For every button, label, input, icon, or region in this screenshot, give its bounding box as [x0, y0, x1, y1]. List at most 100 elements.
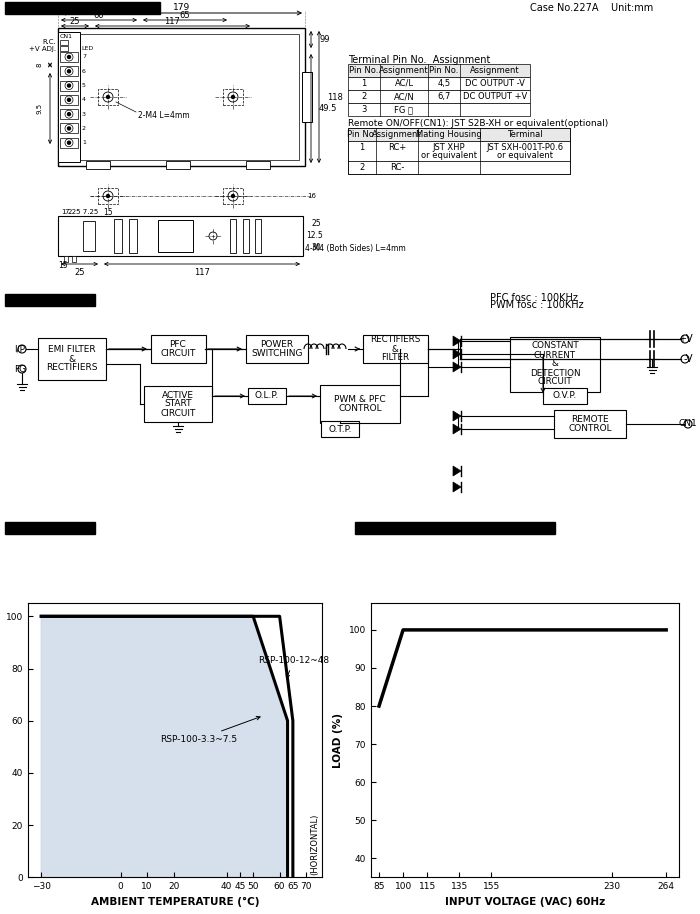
Text: 99: 99	[319, 35, 330, 44]
Text: Assignment: Assignment	[470, 66, 520, 75]
Bar	[60, 138, 78, 148]
Text: FG ⏚: FG ⏚	[395, 105, 414, 114]
Bar	[60, 109, 78, 119]
Text: 2: 2	[361, 92, 367, 101]
Text: or equivalent: or equivalent	[421, 152, 477, 161]
Text: 117: 117	[164, 17, 181, 27]
Text: 25: 25	[311, 219, 321, 228]
Text: 1: 1	[359, 143, 365, 153]
Bar	[355, 522, 555, 534]
X-axis label: INPUT VOLTAGE (VAC) 60Hz: INPUT VOLTAGE (VAC) 60Hz	[445, 897, 605, 907]
Y-axis label: LOAD (%): LOAD (%)	[333, 713, 343, 768]
Bar	[64, 256, 68, 262]
Text: AC/L: AC/L	[395, 79, 414, 88]
Text: RECTIFIERS: RECTIFIERS	[370, 335, 420, 345]
Bar	[223, 89, 243, 105]
Text: 4,5: 4,5	[438, 79, 451, 88]
Text: 30: 30	[311, 243, 321, 252]
Bar	[320, 385, 400, 423]
Circle shape	[106, 195, 109, 197]
Bar	[86, 161, 110, 169]
Bar	[321, 421, 359, 437]
Bar	[246, 161, 270, 169]
Text: PWM & PFC: PWM & PFC	[334, 395, 386, 404]
Bar	[114, 219, 122, 253]
Text: 49.5: 49.5	[319, 104, 337, 113]
Text: CIRCUIT: CIRCUIT	[160, 409, 196, 418]
Bar	[98, 89, 118, 105]
Text: PFC fosc : 100KHz: PFC fosc : 100KHz	[490, 293, 578, 303]
Text: Pin No.: Pin No.	[429, 66, 458, 75]
Text: Pin No.: Pin No.	[349, 66, 379, 75]
Circle shape	[67, 99, 71, 101]
Bar	[348, 64, 530, 77]
Text: CONSTANT: CONSTANT	[531, 342, 579, 350]
Bar	[60, 80, 78, 90]
Text: ■  Output Derating VS Input Voltage: ■ Output Derating VS Input Voltage	[358, 523, 587, 533]
Text: FILTER: FILTER	[381, 354, 409, 363]
Text: RECTIFIERS: RECTIFIERS	[46, 364, 98, 373]
Text: REMOTE: REMOTE	[571, 415, 609, 424]
Text: 5: 5	[82, 83, 86, 88]
Text: 15: 15	[58, 261, 68, 271]
Text: 1: 1	[361, 79, 367, 88]
Bar	[5, 294, 95, 306]
Text: Pin No.: Pin No.	[347, 130, 377, 139]
Text: Assignment: Assignment	[379, 66, 429, 75]
Text: 12.5: 12.5	[306, 231, 323, 240]
Circle shape	[67, 69, 71, 73]
Text: (HORIZONTAL): (HORIZONTAL)	[310, 813, 319, 875]
Text: Terminal: Terminal	[508, 130, 542, 139]
Text: O.V.P.: O.V.P.	[553, 391, 577, 400]
Circle shape	[232, 195, 235, 197]
Bar	[166, 161, 190, 169]
Text: Remote ON/OFF(CN1): JST S2B-XH or equivalent(optional): Remote ON/OFF(CN1): JST S2B-XH or equiva…	[348, 119, 608, 127]
Polygon shape	[453, 411, 461, 421]
Bar	[144, 386, 212, 422]
Bar	[64, 34, 299, 160]
Bar	[5, 522, 95, 534]
Text: PFC: PFC	[169, 340, 186, 349]
Text: I/P: I/P	[14, 345, 25, 354]
Text: POWER: POWER	[260, 340, 293, 349]
Bar	[363, 335, 428, 363]
X-axis label: AMBIENT TEMPERATURE (°C): AMBIENT TEMPERATURE (°C)	[91, 897, 259, 907]
Text: DETECTION: DETECTION	[530, 368, 580, 377]
Text: ACTIVE: ACTIVE	[162, 390, 194, 399]
Bar	[348, 141, 570, 161]
Text: DC OUTPUT -V: DC OUTPUT -V	[465, 79, 525, 88]
Bar	[348, 128, 570, 141]
Text: 6: 6	[82, 69, 86, 74]
Text: 2: 2	[68, 209, 72, 215]
Text: CURRENT: CURRENT	[534, 350, 576, 359]
Text: 179: 179	[173, 4, 190, 13]
Text: CONTROL: CONTROL	[338, 404, 382, 413]
Text: &: &	[69, 355, 76, 364]
Bar	[223, 188, 243, 204]
Bar	[58, 216, 303, 256]
Bar	[58, 32, 80, 162]
Polygon shape	[453, 466, 461, 476]
Text: Terminal Pin No.  Assignment: Terminal Pin No. Assignment	[348, 55, 491, 65]
Text: 7.25 7.25: 7.25 7.25	[65, 209, 99, 215]
Circle shape	[67, 56, 71, 58]
Text: 2: 2	[82, 126, 86, 131]
Polygon shape	[41, 616, 288, 877]
Text: FG: FG	[14, 365, 26, 374]
Bar	[83, 221, 95, 251]
Text: 118: 118	[327, 92, 343, 101]
Bar	[348, 103, 530, 116]
Bar	[158, 220, 193, 252]
Bar	[554, 410, 626, 438]
Bar	[348, 77, 530, 90]
Circle shape	[67, 127, 71, 130]
Circle shape	[106, 95, 109, 99]
Text: 4: 4	[82, 98, 86, 102]
Text: 6,7: 6,7	[438, 92, 451, 101]
Bar	[348, 90, 530, 103]
Text: 1: 1	[82, 140, 86, 145]
Text: 25: 25	[70, 17, 80, 27]
Text: CN1: CN1	[60, 34, 73, 38]
Text: 3: 3	[82, 112, 86, 117]
Text: Assignment: Assignment	[372, 130, 422, 139]
